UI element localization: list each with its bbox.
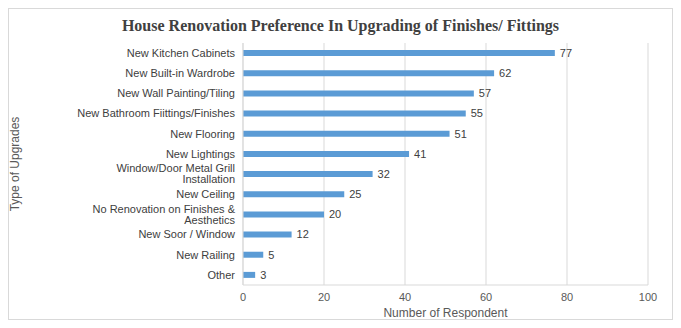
svg-text:Window/Door Metal GrillInstall: Window/Door Metal GrillInstallation [116, 162, 235, 185]
svg-text:80: 80 [561, 291, 573, 303]
svg-text:40: 40 [399, 291, 411, 303]
svg-text:41: 41 [414, 148, 426, 160]
svg-text:New Wall Painting/Tiling: New Wall Painting/Tiling [117, 87, 235, 99]
svg-text:57: 57 [479, 87, 491, 99]
svg-text:20: 20 [329, 208, 341, 220]
svg-text:5: 5 [268, 249, 274, 261]
svg-text:25: 25 [349, 188, 361, 200]
svg-text:New Kitchen Cabinets: New Kitchen Cabinets [127, 47, 236, 59]
svg-text:New Bathroom Fiittings/Finishe: New Bathroom Fiittings/Finishes [77, 107, 235, 119]
svg-text:Other: Other [207, 269, 235, 281]
svg-text:60: 60 [480, 291, 492, 303]
svg-text:3: 3 [260, 269, 266, 281]
svg-text:New Soor / Window: New Soor / Window [138, 228, 235, 240]
svg-text:New Railing: New Railing [176, 249, 235, 261]
svg-text:No Renovation on Finishes &Aes: No Renovation on Finishes &Aesthetics [93, 203, 236, 226]
svg-text:55: 55 [471, 107, 483, 119]
svg-text:0: 0 [240, 291, 246, 303]
svg-text:51: 51 [455, 128, 467, 140]
svg-text:12: 12 [297, 228, 309, 240]
svg-text:62: 62 [499, 67, 511, 79]
svg-text:New Built-in Wardrobe: New Built-in Wardrobe [125, 67, 235, 79]
svg-text:New Lightings: New Lightings [166, 148, 236, 160]
svg-text:77: 77 [560, 47, 572, 59]
svg-text:Number of Respondent: Number of Respondent [383, 306, 508, 319]
svg-text:Type of Upgrades: Type of Upgrades [9, 117, 22, 212]
svg-text:100: 100 [639, 291, 657, 303]
svg-text:New Ceiling: New Ceiling [176, 188, 235, 200]
svg-text:32: 32 [378, 168, 390, 180]
html-text:House Renovation Preference In: House Renovation Preference In Upgrading… [121, 17, 560, 34]
svg-text:20: 20 [318, 291, 330, 303]
svg-text:New Flooring: New Flooring [170, 128, 235, 140]
